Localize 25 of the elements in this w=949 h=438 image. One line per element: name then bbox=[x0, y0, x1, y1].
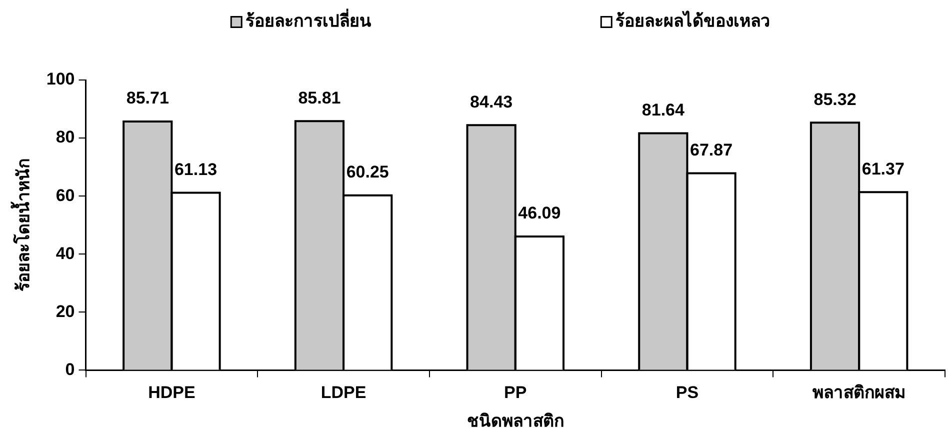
data-label: 61.13 bbox=[174, 160, 218, 179]
data-label: 61.37 bbox=[862, 159, 904, 178]
y-tick-label: 0 bbox=[65, 360, 75, 379]
x-tick-label: PS bbox=[676, 383, 699, 402]
y-tick-label: 40 bbox=[56, 244, 75, 263]
y-axis-title: ร้อยละโดยน้ำหนัก bbox=[10, 158, 33, 292]
data-label: 84.43 bbox=[470, 92, 513, 112]
x-tick-label: LDPE bbox=[320, 383, 366, 402]
legend-label: ร้อยละการเปลี่ยน bbox=[245, 8, 372, 31]
data-label: 85.81 bbox=[298, 88, 341, 108]
data-label: 60.25 bbox=[346, 162, 389, 182]
y-tick-label: 60 bbox=[56, 186, 75, 205]
data-label: 85.32 bbox=[814, 90, 856, 109]
legend-label: ร้อยละผลได้ของเหลว bbox=[615, 10, 770, 31]
y-tick-label: 100 bbox=[46, 70, 75, 89]
data-label: 46.09 bbox=[518, 204, 561, 223]
data-label: 67.87 bbox=[690, 140, 733, 160]
data-label: 85.71 bbox=[126, 88, 169, 108]
y-tick-label: 20 bbox=[56, 302, 75, 321]
x-axis-title: ชนิดพลาสติก bbox=[466, 411, 564, 430]
x-tick-label: PP bbox=[504, 383, 527, 402]
x-tick-label: HDPE bbox=[148, 383, 196, 402]
y-tick-label: 80 bbox=[56, 128, 75, 147]
x-tick-label: พลาสติกผสม bbox=[812, 383, 906, 402]
data-label: 81.64 bbox=[642, 100, 685, 120]
